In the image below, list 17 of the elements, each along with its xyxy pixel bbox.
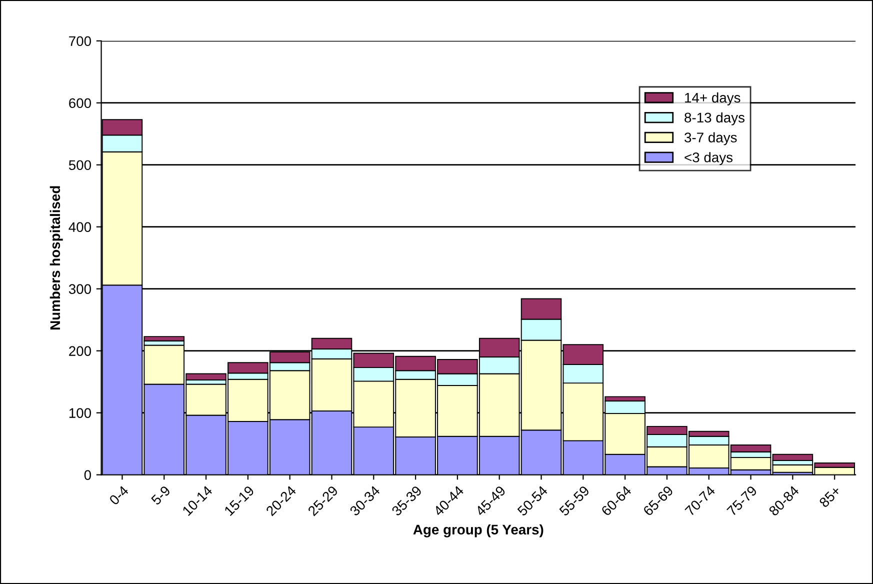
legend-label: 14+ days [685, 92, 740, 106]
y-tick-label: 600 [69, 98, 92, 108]
legend-label: 3-7 days [684, 132, 737, 146]
y-tick-label: 400 [68, 222, 92, 232]
y-tick-label: 100 [69, 408, 92, 418]
y-tick-label: 200 [69, 346, 92, 356]
legend-label: <3 days [684, 152, 733, 166]
y-tick-label: 500 [68, 160, 92, 170]
x-tick-label: 5-9 [150, 485, 171, 506]
legend-label: 8-13 days [684, 112, 744, 126]
y-tick-label: 700 [69, 36, 92, 46]
y-tick-label: 300 [68, 284, 92, 294]
y-tick-label: 0 [84, 470, 92, 480]
x-tick-label: 85+ [818, 485, 842, 508]
y-axis-title: Numbers hospitalised [50, 186, 63, 330]
x-tick-label: 0-4 [108, 485, 130, 506]
x-axis-title: Age group (5 Years) [413, 524, 544, 538]
